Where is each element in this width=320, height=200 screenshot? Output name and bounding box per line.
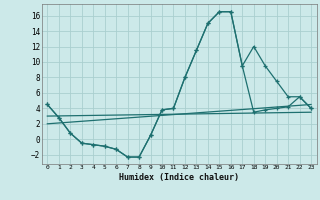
X-axis label: Humidex (Indice chaleur): Humidex (Indice chaleur) [119,173,239,182]
